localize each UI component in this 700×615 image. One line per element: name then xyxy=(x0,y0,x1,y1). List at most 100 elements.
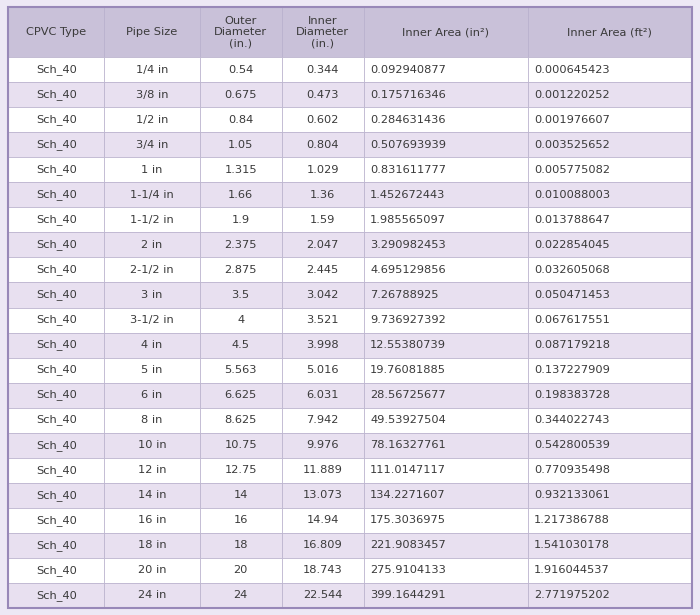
Text: 0.013788647: 0.013788647 xyxy=(534,215,610,225)
Bar xyxy=(528,82,692,108)
Bar xyxy=(364,7,528,57)
Text: 0.001976607: 0.001976607 xyxy=(534,115,610,125)
Bar xyxy=(528,108,692,132)
Text: 5.563: 5.563 xyxy=(225,365,257,375)
Text: Sch_40: Sch_40 xyxy=(36,290,77,301)
Bar xyxy=(281,282,364,308)
Bar xyxy=(281,383,364,408)
Bar xyxy=(528,582,692,608)
Bar xyxy=(528,507,692,533)
Bar xyxy=(104,483,200,507)
Bar xyxy=(199,408,281,432)
Bar xyxy=(281,432,364,458)
Text: 2.771975202: 2.771975202 xyxy=(534,590,610,600)
Bar xyxy=(8,333,104,357)
Text: 9.736927392: 9.736927392 xyxy=(370,315,446,325)
Bar xyxy=(8,357,104,383)
Text: 16: 16 xyxy=(234,515,248,525)
Bar xyxy=(8,507,104,533)
Bar xyxy=(8,533,104,558)
Text: 4: 4 xyxy=(237,315,244,325)
Bar xyxy=(104,258,200,282)
Text: 2.445: 2.445 xyxy=(307,265,339,275)
Bar xyxy=(199,207,281,232)
Text: 20 in: 20 in xyxy=(138,565,166,575)
Bar xyxy=(199,533,281,558)
Text: 20: 20 xyxy=(234,565,248,575)
Text: Sch_40: Sch_40 xyxy=(36,65,77,76)
Text: 6 in: 6 in xyxy=(141,390,162,400)
Text: 0.032605068: 0.032605068 xyxy=(534,265,610,275)
Text: 0.087179218: 0.087179218 xyxy=(534,340,610,350)
Text: 8.625: 8.625 xyxy=(225,415,257,425)
Bar xyxy=(364,207,528,232)
Text: 1.66: 1.66 xyxy=(228,190,253,200)
Bar xyxy=(281,183,364,207)
Bar xyxy=(528,533,692,558)
Bar xyxy=(8,7,104,57)
Bar xyxy=(528,232,692,258)
Text: Inner
Diameter
(in.): Inner Diameter (in.) xyxy=(296,16,349,49)
Text: Sch_40: Sch_40 xyxy=(36,114,77,125)
Text: 7.942: 7.942 xyxy=(307,415,339,425)
Text: 18.743: 18.743 xyxy=(303,565,342,575)
Text: Sch_40: Sch_40 xyxy=(36,215,77,226)
Text: 0.54: 0.54 xyxy=(228,65,253,75)
Text: CPVC Type: CPVC Type xyxy=(26,28,86,38)
Bar xyxy=(104,57,200,82)
Text: Sch_40: Sch_40 xyxy=(36,140,77,151)
Text: 14 in: 14 in xyxy=(138,490,166,500)
Text: 0.932133061: 0.932133061 xyxy=(534,490,610,500)
Text: 1.541030178: 1.541030178 xyxy=(534,540,610,550)
Text: Sch_40: Sch_40 xyxy=(36,415,77,426)
Bar xyxy=(104,582,200,608)
Text: 78.16327761: 78.16327761 xyxy=(370,440,446,450)
Bar xyxy=(528,483,692,507)
Text: 0.010088003: 0.010088003 xyxy=(534,190,610,200)
Text: Outer
Diameter
(in.): Outer Diameter (in.) xyxy=(214,16,267,49)
Bar xyxy=(104,408,200,432)
Text: 1.452672443: 1.452672443 xyxy=(370,190,446,200)
Bar xyxy=(281,207,364,232)
Text: 14: 14 xyxy=(234,490,248,500)
Bar xyxy=(104,357,200,383)
Bar xyxy=(199,183,281,207)
Text: 0.284631436: 0.284631436 xyxy=(370,115,446,125)
Bar xyxy=(104,207,200,232)
Text: 1.05: 1.05 xyxy=(228,140,253,150)
Bar xyxy=(281,308,364,333)
Bar xyxy=(104,232,200,258)
Bar xyxy=(528,207,692,232)
Bar xyxy=(199,507,281,533)
Text: 12.75: 12.75 xyxy=(225,465,257,475)
Text: 0.137227909: 0.137227909 xyxy=(534,365,610,375)
Bar xyxy=(528,282,692,308)
Text: 14.94: 14.94 xyxy=(307,515,339,525)
Bar xyxy=(8,282,104,308)
Bar xyxy=(528,57,692,82)
Bar xyxy=(8,408,104,432)
Text: 0.84: 0.84 xyxy=(228,115,253,125)
Text: 0.831611777: 0.831611777 xyxy=(370,165,446,175)
Text: 6.031: 6.031 xyxy=(307,390,339,400)
Bar xyxy=(8,582,104,608)
Bar xyxy=(8,432,104,458)
Bar xyxy=(104,308,200,333)
Text: 0.804: 0.804 xyxy=(307,140,339,150)
Text: 19.76081885: 19.76081885 xyxy=(370,365,446,375)
Text: Sch_40: Sch_40 xyxy=(36,539,77,550)
Text: 4.5: 4.5 xyxy=(232,340,250,350)
Text: Sch_40: Sch_40 xyxy=(36,339,77,351)
Bar xyxy=(199,132,281,157)
Bar xyxy=(281,333,364,357)
Text: 2 in: 2 in xyxy=(141,240,162,250)
Bar xyxy=(199,308,281,333)
Bar xyxy=(8,458,104,483)
Text: 1.029: 1.029 xyxy=(307,165,339,175)
Bar xyxy=(104,82,200,108)
Bar xyxy=(8,157,104,183)
Text: 2-1/2 in: 2-1/2 in xyxy=(130,265,174,275)
Bar xyxy=(199,232,281,258)
Text: 1.59: 1.59 xyxy=(310,215,335,225)
Text: 12 in: 12 in xyxy=(138,465,166,475)
